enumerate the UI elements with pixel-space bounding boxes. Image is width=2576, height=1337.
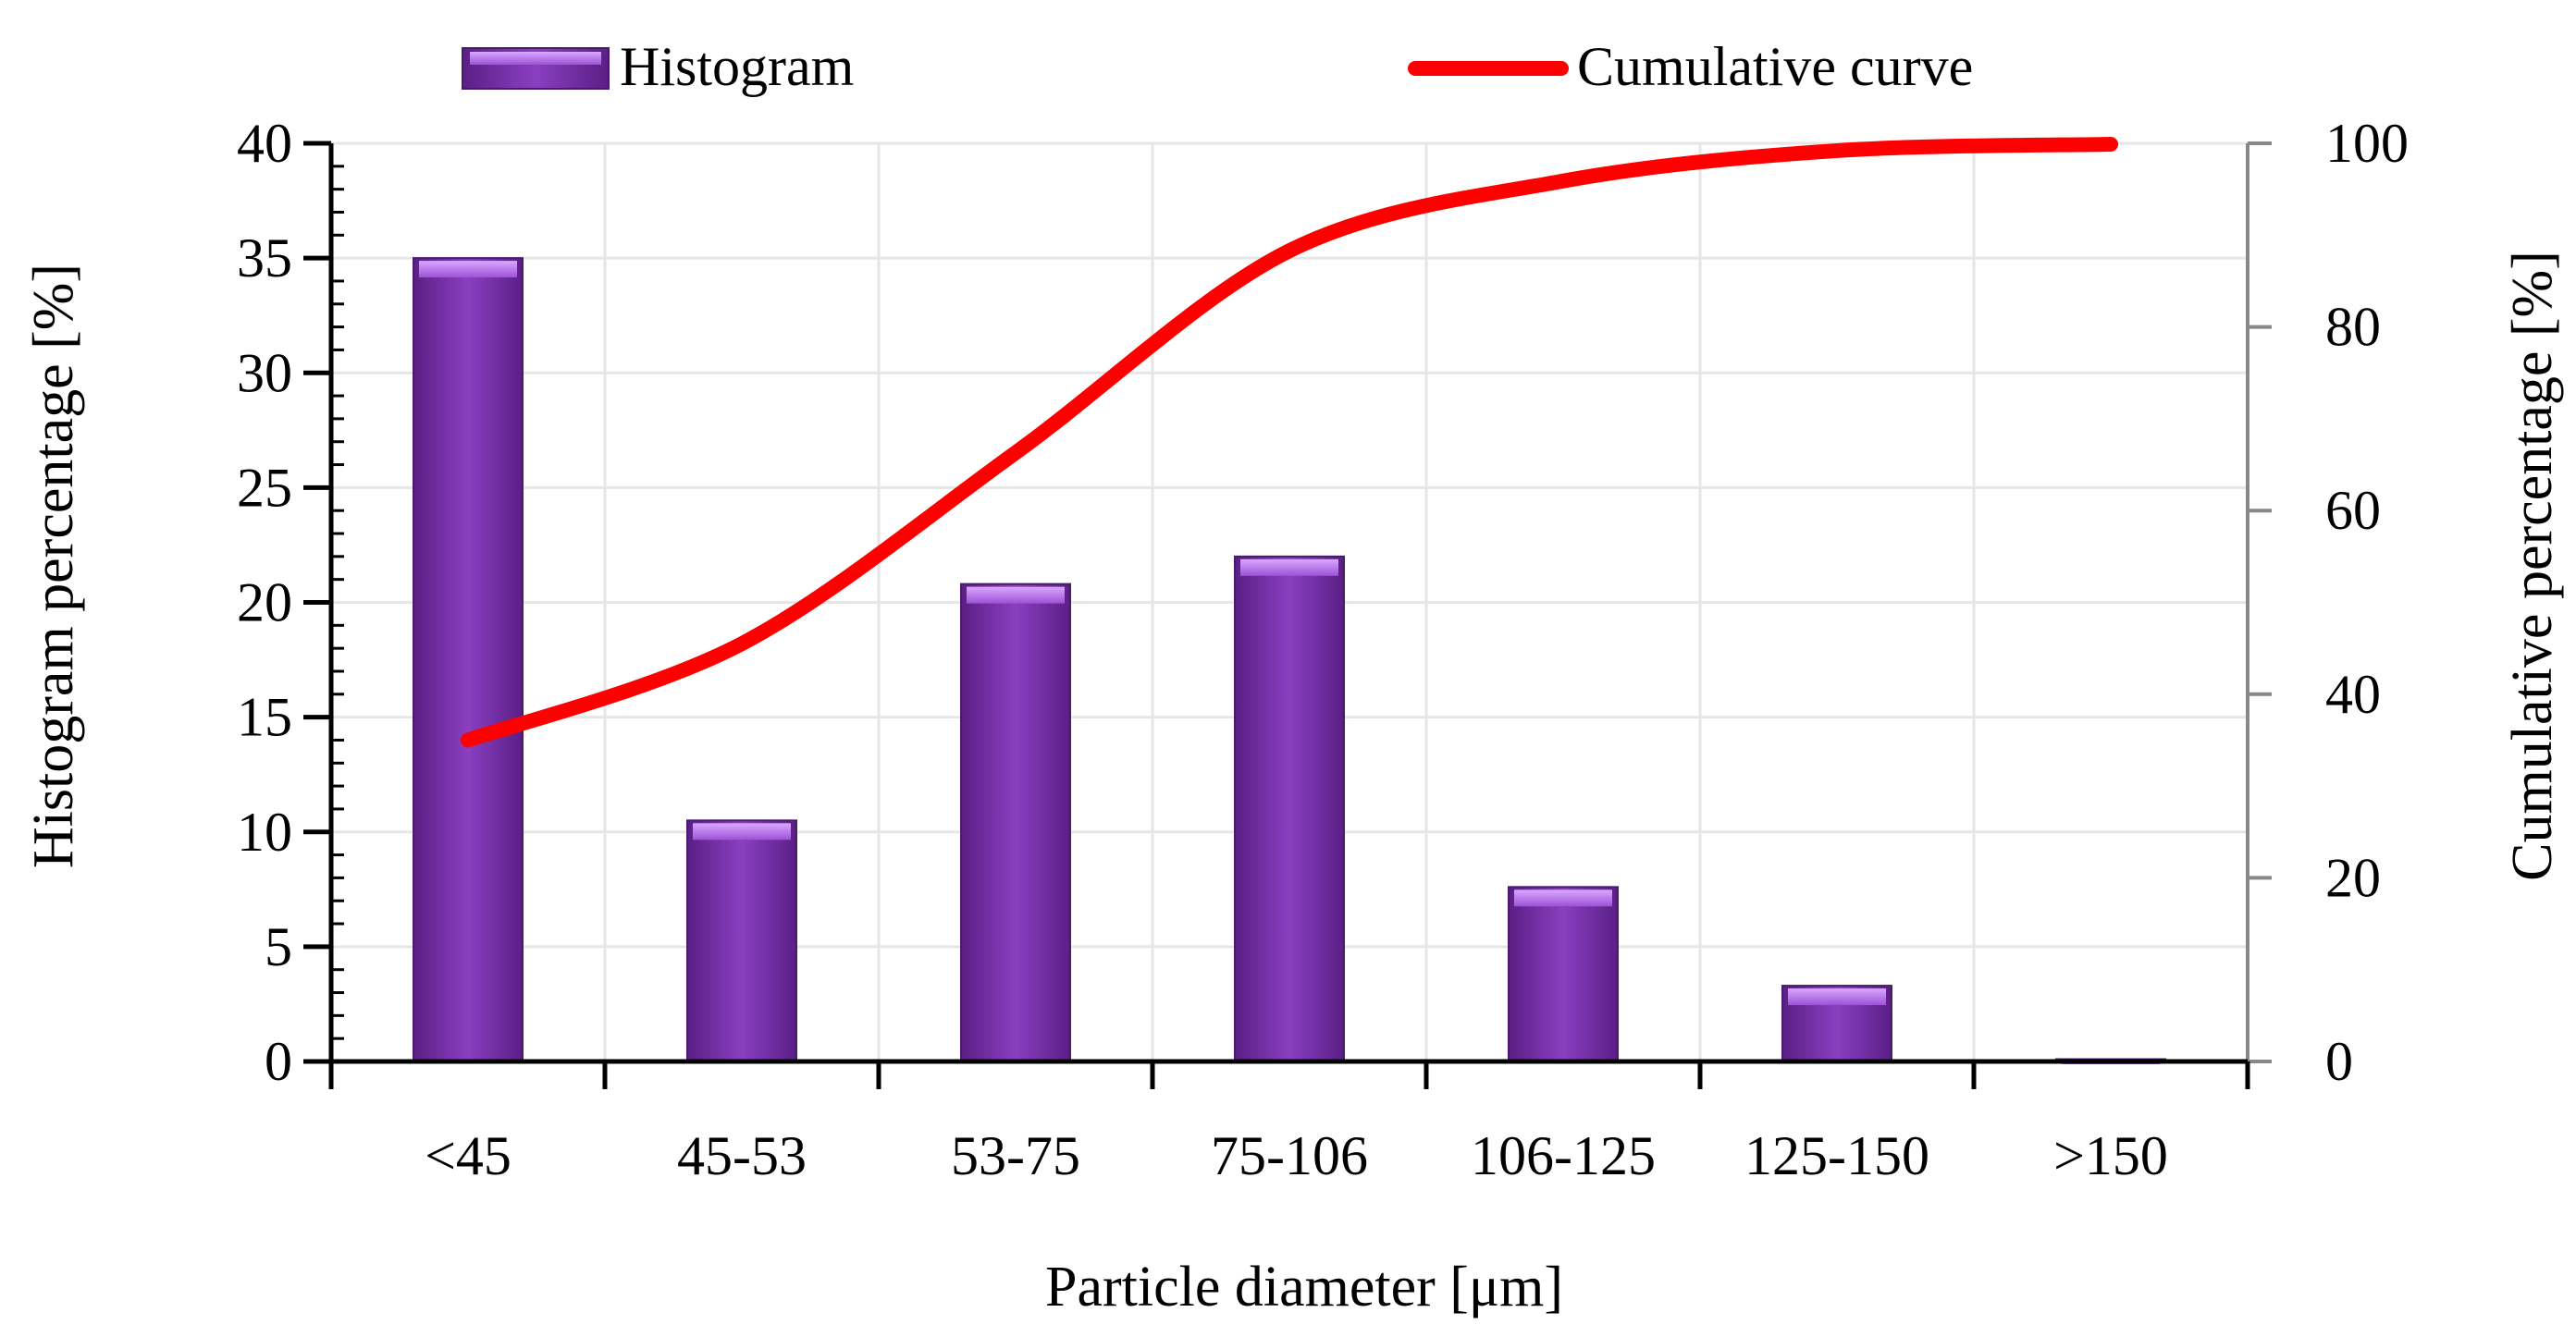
histogram-bar-body <box>1234 555 1345 1062</box>
legend-item-cumulative: Cumulative curve <box>1408 36 1973 97</box>
cumulative-curve <box>461 136 2118 748</box>
y-axis-left-tick-label: 20 <box>237 572 292 633</box>
x-axis-tick-label: 106-125 <box>1471 1125 1656 1186</box>
histogram-bar-cap <box>967 586 1065 604</box>
x-axis-tick-label: 125-150 <box>1744 1125 1929 1186</box>
legend-item-histogram: Histogram <box>462 36 854 97</box>
histogram-bar-cap <box>1788 988 1886 1006</box>
y-axis-left-tick-label: 35 <box>237 227 292 288</box>
histogram-bar-body <box>686 819 797 1063</box>
histogram-bar-cap <box>1240 558 1338 576</box>
histogram-bar-body <box>1508 886 1619 1063</box>
legend-label-cumulative: Cumulative curve <box>1577 36 1973 97</box>
y-axis-left-tick-label: 5 <box>265 916 292 977</box>
y-axis-left-tick-label: 10 <box>237 802 292 863</box>
y-axis-right-tick-label: 80 <box>2325 297 2381 358</box>
tick-labels: 0 5 10 15 20 25 30 35 40 0 20 40 60 80 100 <45 45-53 53-7… <box>237 113 2409 1186</box>
histogram-bars <box>413 257 2166 1064</box>
y-axis-left-tick-label: 0 <box>265 1031 292 1092</box>
histogram-bar-cap <box>1514 889 1612 907</box>
x-axis-tick-label: <45 <box>425 1125 512 1186</box>
x-axis-tick-label: 45-53 <box>677 1125 807 1186</box>
y-axis-left-tick-label: 25 <box>237 457 292 518</box>
y-axis-right-tick-label: 60 <box>2325 480 2381 541</box>
y-axis-right-tick-label: 40 <box>2325 664 2381 725</box>
y-axis-left-title: Histogram percentage [%] <box>22 264 85 868</box>
histogram-bar <box>1781 985 1892 1063</box>
legend-label-histogram: Histogram <box>620 36 854 97</box>
histogram-bar <box>1234 555 1345 1062</box>
y-axis-left-tick-label: 40 <box>237 113 292 174</box>
histogram-bar-cap <box>693 823 791 840</box>
histogram-bar-body <box>413 257 524 1062</box>
histogram-bar <box>1508 886 1619 1063</box>
legend: Histogram Cumulative curve <box>462 36 1973 97</box>
cumulative-curve-layer <box>461 136 2118 748</box>
axes <box>303 141 2272 1089</box>
x-axis-title: Particle diameter [μm] <box>1045 1256 1563 1319</box>
histogram-bar <box>686 819 797 1063</box>
histogram-bar-cap <box>419 261 517 278</box>
x-axis-tick-label: 75-106 <box>1211 1125 1368 1186</box>
y-axis-right-title: Cumulative percentage [%] <box>2501 251 2564 881</box>
y-axis-left-tick-label: 30 <box>237 342 292 403</box>
histogram-bar <box>413 257 524 1062</box>
y-axis-right-tick-label: 20 <box>2325 847 2381 908</box>
y-axis-right-tick-label: 100 <box>2325 113 2409 174</box>
x-axis-tick-label: 53-75 <box>951 1125 1080 1186</box>
histogram-bar-body <box>960 583 1071 1062</box>
histogram-bar <box>960 583 1071 1062</box>
gridlines <box>331 141 2248 1061</box>
y-axis-left-tick-label: 15 <box>237 687 292 748</box>
legend-swatch-histogram-cap <box>470 52 601 65</box>
y-axis-right-tick-label: 0 <box>2325 1031 2353 1092</box>
x-axis-tick-label: >150 <box>2053 1125 2168 1186</box>
